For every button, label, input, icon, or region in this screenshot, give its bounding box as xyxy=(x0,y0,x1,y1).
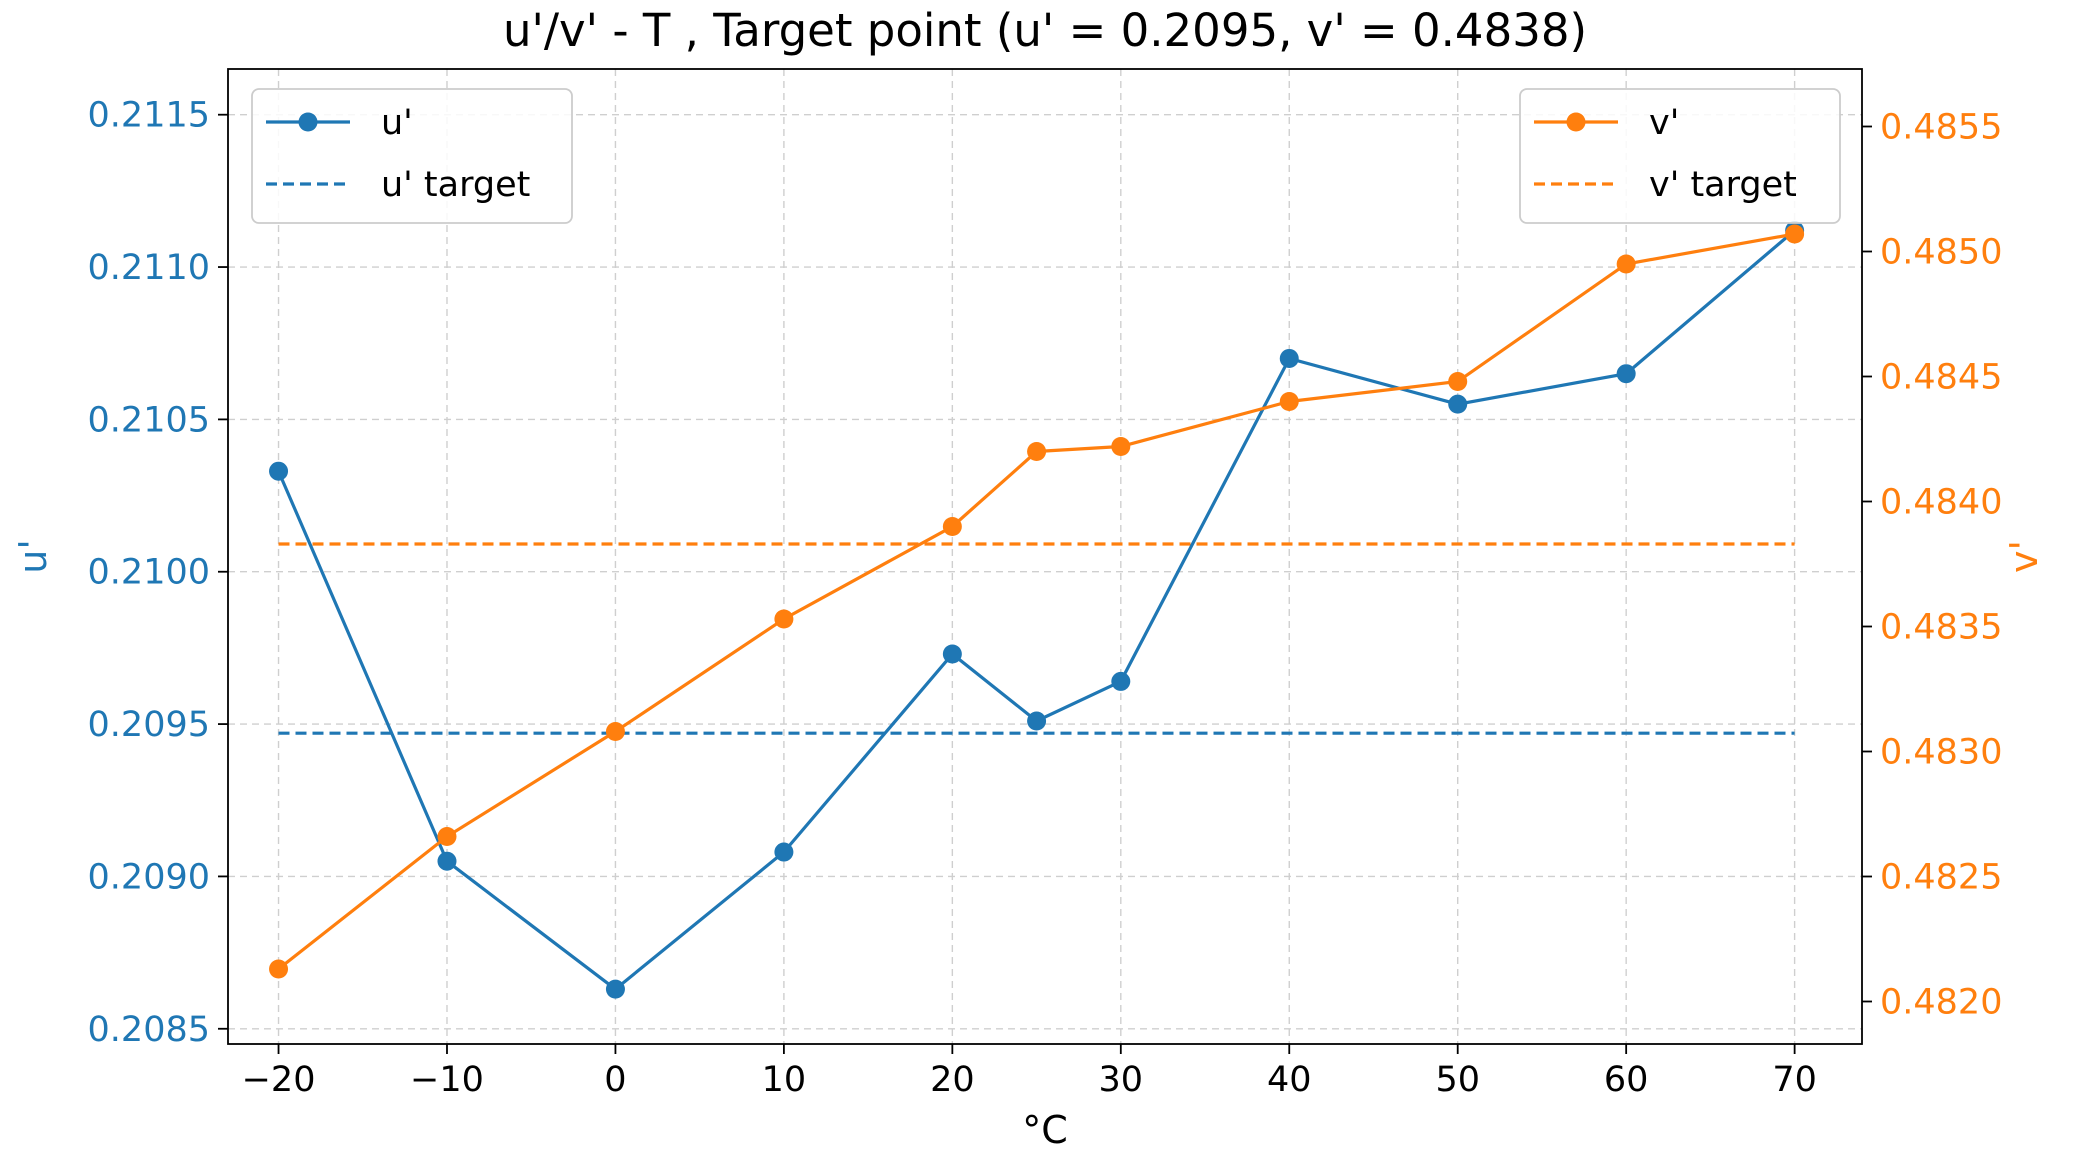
data-point-u xyxy=(942,644,962,664)
x-tick-label: 40 xyxy=(1267,1060,1312,1100)
y-left-tick-label: 0.2090 xyxy=(88,857,210,897)
legend-right: v' v' target xyxy=(1519,88,1841,224)
data-point-u xyxy=(437,851,457,871)
data-point-u xyxy=(1027,711,1047,731)
data-point-v xyxy=(1279,392,1299,411)
x-tick-label: −20 xyxy=(242,1060,316,1100)
data-point-u xyxy=(605,979,625,999)
axes-frame xyxy=(227,68,1863,1045)
data-point-u xyxy=(1616,364,1636,384)
y-right-tick-label: 0.4850 xyxy=(1880,233,2002,273)
x-tick-label: −10 xyxy=(410,1060,484,1100)
legend-label: v' xyxy=(1649,103,1679,143)
y-left-tick-label: 0.2095 xyxy=(88,705,210,745)
axis-ticks: −20 −10 0 10 20 30 40 50 60 70 0.2085 0.2090 0.2095 0… xyxy=(88,96,2003,1100)
x-tick-label: 20 xyxy=(930,1060,975,1100)
y-left-tick-label: 0.2100 xyxy=(88,553,210,593)
y-left-tick-label: 0.2110 xyxy=(88,248,210,288)
data-point-u xyxy=(1279,348,1299,368)
y-axis-left-label: u' xyxy=(11,539,55,574)
legend-label: u' xyxy=(381,103,413,143)
legend-marker-swatch xyxy=(298,112,318,132)
x-tick-label: 70 xyxy=(1772,1060,1817,1100)
data-point-v xyxy=(1111,437,1131,456)
data-point-v xyxy=(605,722,625,741)
legend-label: u' target xyxy=(381,165,530,205)
x-axis-label: °C xyxy=(1022,1108,1068,1152)
data-point-u xyxy=(1448,394,1468,414)
data-point-v xyxy=(774,609,794,629)
plot-area xyxy=(269,220,1805,999)
data-point-v xyxy=(1027,442,1047,461)
y-right-tick-label: 0.4830 xyxy=(1880,733,2002,773)
data-point-v xyxy=(269,959,289,979)
x-tick-label: 50 xyxy=(1435,1060,1480,1100)
data-point-v xyxy=(1785,224,1805,244)
x-tick-label: 0 xyxy=(604,1060,626,1100)
y-right-tick-label: 0.4825 xyxy=(1880,858,2002,898)
y-axis-right-label: v' xyxy=(2002,540,2046,573)
x-tick-label: 30 xyxy=(1099,1060,1144,1100)
data-point-v xyxy=(1616,254,1636,274)
legend-label: v' target xyxy=(1649,165,1797,205)
x-tick-label: 10 xyxy=(762,1060,807,1100)
y-right-tick-label: 0.4835 xyxy=(1880,608,2002,648)
y-right-tick-label: 0.4845 xyxy=(1880,358,2002,398)
legend-marker-swatch xyxy=(1566,112,1586,132)
data-point-u xyxy=(774,842,794,862)
y-left-tick-label: 0.2105 xyxy=(88,400,210,440)
data-point-v xyxy=(437,827,457,846)
y-right-tick-label: 0.4855 xyxy=(1880,108,2002,148)
legend-left: u' u' target xyxy=(251,88,573,224)
y-left-tick-label: 0.2085 xyxy=(88,1010,210,1050)
x-tick-label: 60 xyxy=(1604,1060,1649,1100)
y-right-tick-label: 0.4820 xyxy=(1880,983,2002,1023)
data-point-u xyxy=(269,461,289,481)
chart-title: u'/v' - T , Target point (u' = 0.2095, v… xyxy=(503,4,1587,57)
y-right-tick-label: 0.4840 xyxy=(1880,483,2002,523)
y-left-tick-label: 0.2115 xyxy=(88,96,210,136)
data-point-u xyxy=(1111,671,1131,691)
data-point-v xyxy=(942,517,962,536)
data-point-v xyxy=(1448,372,1468,391)
